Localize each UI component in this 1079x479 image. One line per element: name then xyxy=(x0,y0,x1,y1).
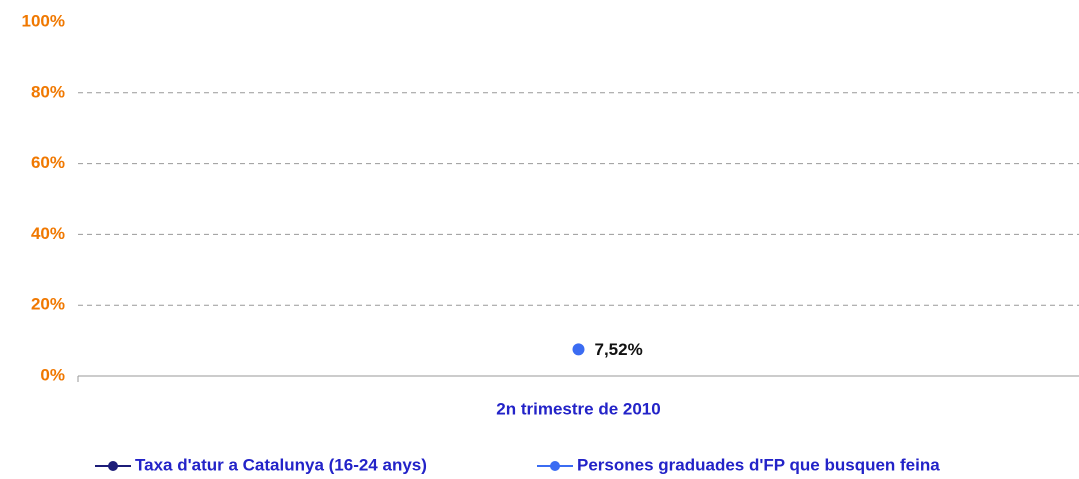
data-label: 7,52% xyxy=(595,340,643,359)
point xyxy=(572,343,585,356)
y-tick-label: 20% xyxy=(31,295,65,314)
y-tick-label: 0% xyxy=(40,365,65,384)
x-tick-label: 2n trimestre de 2010 xyxy=(496,399,660,418)
y-tick-label: 80% xyxy=(31,82,65,101)
legend-marker xyxy=(108,461,118,471)
legend-label: Persones graduades d'FP que busquen fein… xyxy=(577,455,940,474)
y-tick-label: 40% xyxy=(31,224,65,243)
legend-marker xyxy=(550,461,560,471)
legend-label: Taxa d'atur a Catalunya (16-24 anys) xyxy=(135,455,427,474)
y-tick-label: 60% xyxy=(31,153,65,172)
y-tick-label: 100% xyxy=(22,11,65,30)
